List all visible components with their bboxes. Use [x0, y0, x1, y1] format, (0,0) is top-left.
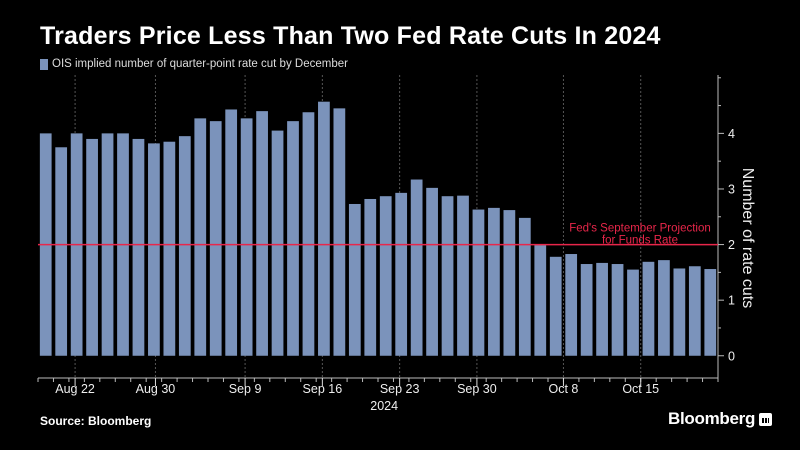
bar — [549, 256, 562, 356]
y-tick-label: 3 — [728, 182, 735, 196]
y-tick-label: 1 — [728, 294, 735, 308]
axes — [37, 75, 724, 386]
chart-title: Traders Price Less Than Two Fed Rate Cut… — [40, 22, 661, 50]
bar — [488, 207, 500, 356]
legend: OIS implied number of quarter-point rate… — [40, 58, 348, 70]
bloomberg-chart-icon — [759, 412, 773, 426]
bar — [518, 217, 531, 356]
legend-swatch — [40, 58, 48, 70]
bar — [441, 196, 454, 356]
bar — [457, 195, 469, 356]
bar — [658, 260, 670, 356]
bar — [302, 112, 315, 356]
bar — [132, 138, 145, 356]
bar — [256, 111, 268, 356]
bar — [364, 198, 377, 356]
bar — [318, 101, 330, 356]
bar — [348, 203, 361, 356]
bar — [271, 130, 284, 356]
bar — [178, 136, 191, 356]
x-tick-label: Oct 15 — [622, 382, 659, 396]
bar — [688, 266, 701, 356]
y-tick-label: 4 — [728, 127, 735, 141]
bar — [55, 147, 68, 356]
x-tick-label: Sep 23 — [380, 382, 420, 396]
bar — [410, 179, 423, 356]
source-note: Source: Bloomberg — [40, 414, 152, 428]
bar — [333, 108, 346, 356]
bar — [86, 138, 98, 356]
bar — [673, 268, 686, 356]
bar — [395, 192, 408, 356]
bar — [596, 262, 608, 356]
bar — [379, 196, 392, 356]
axis-labels: 0 1 2 3 4 Number of rate cuts Aug 22 Aug 30 Sep … — [55, 127, 756, 413]
bar — [627, 269, 639, 356]
y-tick-label: 2 — [728, 238, 735, 252]
x-tick-label: Aug 22 — [55, 382, 95, 396]
bar — [240, 118, 253, 356]
bar — [611, 264, 624, 356]
bar — [426, 187, 438, 356]
bar — [163, 141, 176, 356]
bar — [472, 209, 485, 356]
bar — [580, 264, 593, 356]
bar — [642, 261, 655, 356]
reference-line-label: Fed's September Projection — [569, 223, 711, 235]
x-year-label: 2024 — [370, 399, 398, 413]
x-tick-label: Sep 16 — [303, 382, 343, 396]
bar — [148, 143, 160, 356]
x-tick-label: Oct 8 — [549, 382, 579, 396]
reference-line-label-2: for Funds Rate — [602, 235, 678, 247]
y-axis-label: Number of rate cuts — [739, 168, 756, 309]
bar — [209, 121, 222, 356]
bar — [503, 210, 516, 356]
brand-name: Bloomberg — [668, 409, 756, 428]
bar — [194, 118, 207, 356]
bar — [565, 254, 578, 356]
bars — [39, 101, 717, 356]
bar — [704, 269, 717, 356]
legend-label: OIS implied number of quarter-point rate… — [52, 58, 348, 70]
x-tick-label: Sep 9 — [229, 382, 262, 396]
bar — [534, 245, 547, 356]
x-tick-label: Aug 30 — [136, 382, 176, 396]
y-tick-label: 0 — [728, 349, 735, 363]
bar — [225, 109, 238, 356]
bloomberg-logo: Bloomberg — [668, 409, 773, 429]
bar — [287, 121, 299, 356]
x-tick-label: Sep 30 — [457, 382, 497, 396]
